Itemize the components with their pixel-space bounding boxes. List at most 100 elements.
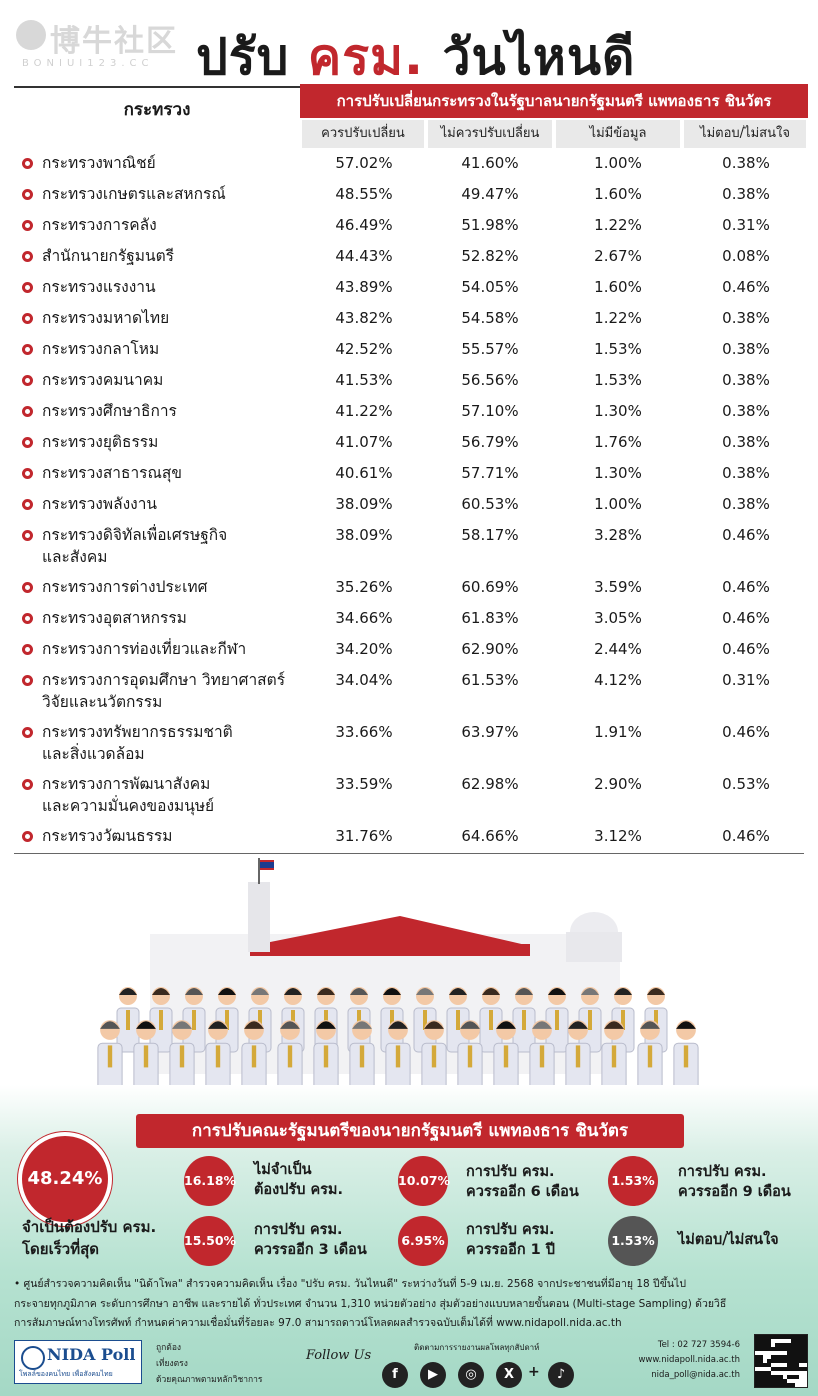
group-header: การปรับเปลี่ยนกระทรวงในรัฐบาลนายกรัฐมนตร… xyxy=(300,84,808,118)
table-row: กระทรวงคมนาคม 41.53% 56.56% 1.53% 0.38% xyxy=(14,369,808,400)
cell-value: 0.46% xyxy=(722,827,770,845)
cell-value: 46.49% xyxy=(335,216,393,234)
col-header-4: ไม่ตอบ/ไม่สนใจ xyxy=(684,120,806,148)
contact-tel: Tel : 02 727 3594-6 xyxy=(657,1340,740,1350)
cell-value: 61.53% xyxy=(461,671,519,689)
cabinet-member xyxy=(205,1020,231,1093)
ministry-name: กระทรวงอุตสาหกรรม xyxy=(22,607,304,629)
cabinet-member xyxy=(479,987,503,1053)
title-part3: วันไหนดี xyxy=(442,28,636,86)
nida-poll-logo: NIDA Poll โพลล์ของคนไทย เพื่อสังคมไทย xyxy=(14,1340,142,1384)
pill-2: 10.07% xyxy=(398,1156,450,1206)
cell-value: 1.00% xyxy=(594,154,642,172)
table-row: กระทรวงวัฒนธรรม 31.76% 64.66% 3.12% 0.46% xyxy=(14,825,808,856)
cabinet-member xyxy=(116,987,140,1053)
cell-value: 0.53% xyxy=(722,775,770,793)
ministry-name: กระทรวงการต่างประเทศ xyxy=(22,576,304,598)
ministry-name: กระทรวงแรงงาน xyxy=(22,276,304,298)
cell-value: 42.52% xyxy=(335,340,393,358)
table-row: กระทรวงกลาโหม 42.52% 55.57% 1.53% 0.38% xyxy=(14,338,808,369)
cell-value: 38.09% xyxy=(335,495,393,513)
cell-value: 38.09% xyxy=(335,526,393,544)
cell-value: 1.76% xyxy=(594,433,642,451)
cabinet-member xyxy=(512,987,536,1053)
cabinet-member xyxy=(314,987,338,1053)
cell-value: 0.38% xyxy=(722,371,770,389)
cabinet-member xyxy=(241,1020,267,1093)
bullet-icon xyxy=(22,499,33,510)
bullet-icon xyxy=(22,727,33,738)
youtube-icon[interactable]: ▶ xyxy=(420,1362,446,1388)
cabinet-member xyxy=(457,1020,483,1093)
cell-value: 0.38% xyxy=(722,402,770,420)
cabinet-member xyxy=(673,1020,699,1093)
footnote-line2: กระจายทุกภูมิภาค ระดับการศึกษา อาชีพ และ… xyxy=(14,1298,727,1310)
cell-value: 0.46% xyxy=(722,609,770,627)
cell-value: 48.55% xyxy=(335,185,393,203)
cell-value: 3.12% xyxy=(594,827,642,845)
palace-roof xyxy=(250,916,530,946)
cabinet-member xyxy=(97,1020,123,1093)
cell-value: 0.38% xyxy=(722,185,770,203)
cell-value: 55.57% xyxy=(461,340,519,358)
pill-6-text: ไม่ตอบ/ไม่สนใจ xyxy=(678,1232,779,1248)
cabinet-member xyxy=(493,1020,519,1093)
pill-3: 1.53% xyxy=(608,1156,658,1206)
table-bottom-rule xyxy=(14,853,804,854)
cabinet-illustration xyxy=(97,858,699,1093)
table-row: กระทรวงแรงงาน 43.89% 54.05% 1.60% 0.46% xyxy=(14,276,808,307)
follow-sub: ติดตามการรายงานผลโพลทุกสัปดาห์ xyxy=(414,1343,540,1352)
bullet-icon xyxy=(22,158,33,169)
cell-value: 61.83% xyxy=(461,609,519,627)
cell-value: 34.20% xyxy=(335,640,393,658)
summary-bar: การปรับคณะรัฐมนตรีของนายกรัฐมนตรี แพทองธ… xyxy=(136,1114,684,1148)
bullet-icon xyxy=(22,375,33,386)
table-row: กระทรวงมหาดไทย 43.82% 54.58% 1.22% 0.38% xyxy=(14,307,808,338)
table-row: กระทรวงศึกษาธิการ 41.22% 57.10% 1.30% 0.38% xyxy=(14,400,808,431)
qr-code-icon[interactable] xyxy=(754,1334,808,1388)
ministry-name: กระทรวงมหาดไทย xyxy=(22,307,304,329)
bullet-icon xyxy=(22,189,33,200)
table-row: กระทรวงสาธารณสุข 40.61% 57.71% 1.30% 0.38% xyxy=(14,462,808,493)
cabinet-member xyxy=(169,1020,195,1093)
cabinet-member xyxy=(277,1020,303,1093)
instagram-icon[interactable]: ◎ xyxy=(458,1362,484,1388)
cell-value: 4.12% xyxy=(594,671,642,689)
tiktok-icon[interactable]: ♪ xyxy=(548,1362,574,1388)
ministry-name: กระทรวงยุติธรรม xyxy=(22,431,304,453)
watermark: 博牛社区 BONIUI123.CC xyxy=(4,6,204,72)
ministry-name: กระทรวงกลาโหม xyxy=(22,338,304,360)
cabinet-member xyxy=(133,1020,159,1093)
cabinet-member xyxy=(182,987,206,1053)
big-percent: 48.24% xyxy=(18,1132,112,1226)
bullet-icon xyxy=(22,582,33,593)
cell-value: 1.60% xyxy=(594,278,642,296)
ministry-name: สำนักนายกรัฐมนตรี xyxy=(22,245,304,267)
ministry-name: กระทรวงการท่องเที่ยวและกีฬา xyxy=(22,638,304,660)
pill-5-text: การปรับ ครม. ควรรออีก 1 ปี xyxy=(466,1222,556,1258)
ministry-name: กระทรวงเกษตรและสหกรณ์ xyxy=(22,183,304,205)
title-part2: ครม. xyxy=(307,28,425,86)
watermark-sub: BONIUI123.CC xyxy=(22,58,154,69)
cell-value: 58.17% xyxy=(461,526,519,544)
bullet-icon xyxy=(22,406,33,417)
cabinet-member xyxy=(413,987,437,1053)
bullet-icon xyxy=(22,644,33,655)
bullet-icon xyxy=(22,313,33,324)
facebook-icon[interactable]: f xyxy=(382,1362,408,1388)
cell-value: 60.69% xyxy=(461,578,519,596)
ministry-name: กระทรวงพาณิชย์ xyxy=(22,152,304,174)
cabinet-member xyxy=(248,987,272,1053)
cabinet-member xyxy=(644,987,668,1053)
cabinet-member xyxy=(637,1020,663,1093)
nida-emblem-icon xyxy=(21,1346,45,1370)
cabinet-member xyxy=(349,1020,375,1093)
cell-value: 0.38% xyxy=(722,464,770,482)
cabinet-member xyxy=(313,1020,339,1093)
ministry-name: กระทรวงศึกษาธิการ xyxy=(22,400,304,422)
pill-6: 1.53% xyxy=(608,1216,658,1266)
bullet-icon xyxy=(22,437,33,448)
x-icon[interactable]: X xyxy=(496,1362,522,1388)
cell-value: 1.22% xyxy=(594,216,642,234)
pill-1: 16.18% xyxy=(184,1156,236,1206)
